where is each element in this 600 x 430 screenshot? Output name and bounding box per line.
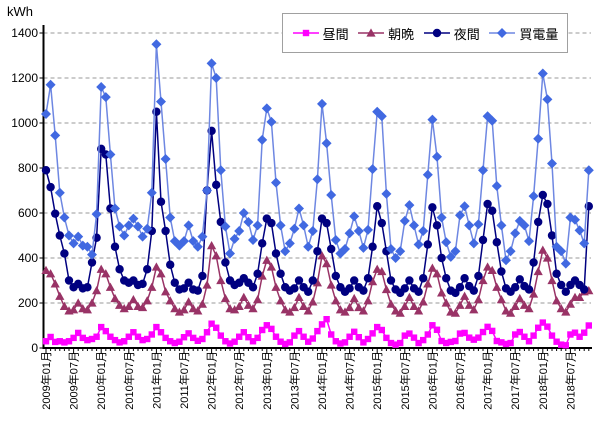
x-tick-label: 2009年01月: [39, 351, 53, 410]
gridlines: [43, 32, 591, 304]
x-tick-label: 2012年01月: [205, 351, 219, 410]
x-tick-label: 2015年07月: [398, 351, 412, 410]
y-tick-label: 800: [18, 161, 38, 175]
legend-marker-diamond-icon: [488, 27, 516, 39]
y-tick-label: 200: [18, 296, 38, 310]
x-tick-label: 2017年01月: [481, 351, 495, 410]
y-tick-label: 1000: [11, 116, 38, 130]
x-tick-label: 2018年01月: [536, 351, 550, 410]
legend-label: 夜間: [453, 26, 480, 42]
y-axis-labels: 0 200 400 600 800 1000 1200 1400: [11, 26, 44, 355]
y-tick-label: 600: [18, 206, 38, 220]
series-daytime: [42, 316, 592, 349]
x-tick-label: 2014年07月: [343, 351, 357, 410]
x-tick-label: 2013年01月: [260, 351, 274, 410]
legend-item-night: 夜間: [423, 24, 480, 43]
x-tick-label: 2015年01月: [370, 351, 384, 410]
x-tick-label: 2012年07月: [232, 351, 246, 410]
y-tick-label: 1400: [11, 26, 38, 40]
legend-marker-square-icon: [292, 27, 320, 39]
legend-marker-circle-icon: [423, 27, 451, 39]
x-tick-label: 2010年01月: [94, 351, 108, 410]
legend-item-morning-evening: 朝晩: [357, 24, 414, 43]
y-tick-label: 0: [31, 341, 38, 355]
legend-label: 朝晩: [388, 26, 415, 42]
legend-item-daytime: 昼間: [292, 24, 349, 43]
x-tick-label: 2013年07月: [287, 351, 301, 410]
x-tick-label: 2018年07月: [563, 351, 577, 410]
series-morning-evening: [41, 241, 594, 317]
x-tick-label: 2014年01月: [315, 351, 329, 410]
legend-marker-triangle-icon: [357, 27, 385, 39]
x-axis-labels: 2009年01月 2009年07月 2010年01月 2010年07月 2011年01月…: [39, 348, 590, 410]
legend-label: 買電量: [519, 26, 559, 42]
x-tick-label: 2017年07月: [508, 351, 522, 410]
chart-legend: 昼間 朝晩 夜間 買電量: [282, 13, 568, 53]
series-purchased: [41, 39, 594, 269]
legend-item-purchased: 買電量: [488, 24, 558, 43]
legend-label: 昼間: [322, 26, 349, 42]
x-tick-label: 2011年01月: [149, 351, 163, 409]
x-tick-label: 2011年07月: [177, 351, 191, 409]
y-tick-label: 400: [18, 251, 38, 265]
series-line-night: [45, 111, 590, 294]
x-tick-label: 2016年07月: [453, 351, 467, 410]
x-tick-label: 2010年07月: [122, 351, 136, 410]
x-tick-label: 2009年07月: [67, 351, 81, 410]
x-tick-label: 2016年01月: [425, 351, 439, 410]
series-night: [41, 107, 593, 298]
y-axis-unit-label: kWh: [7, 4, 33, 19]
y-tick-label: 1200: [11, 71, 38, 85]
